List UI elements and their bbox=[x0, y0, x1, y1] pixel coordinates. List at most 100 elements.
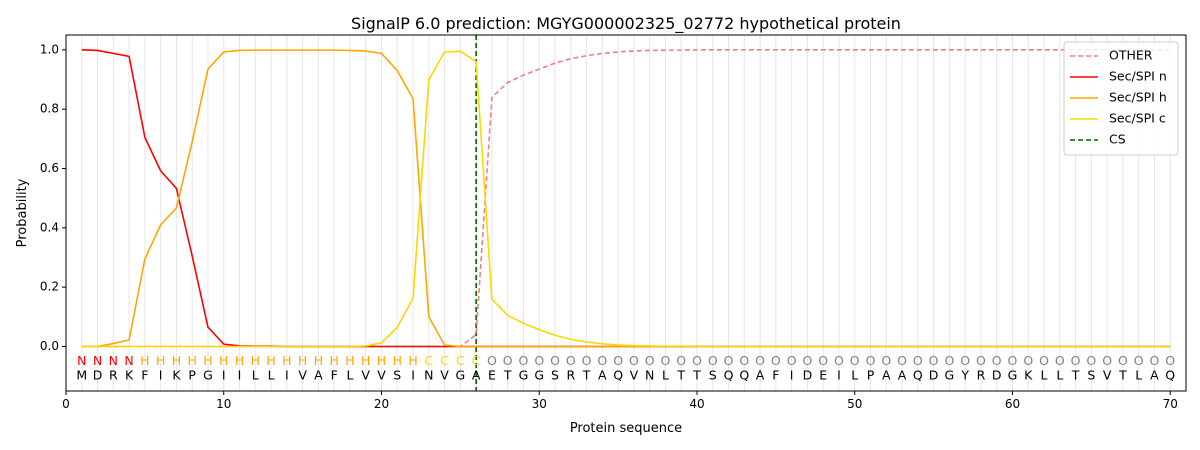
residue-label: Q bbox=[613, 368, 623, 383]
region-label: H bbox=[298, 353, 307, 368]
legend-label: OTHER bbox=[1109, 48, 1153, 63]
residue-label: G bbox=[534, 368, 544, 383]
region-label: O bbox=[897, 353, 907, 368]
residue-label: L bbox=[1056, 368, 1063, 383]
y-tick-label: 0.2 bbox=[40, 280, 59, 294]
region-label: O bbox=[1023, 353, 1033, 368]
region-label: O bbox=[550, 353, 560, 368]
region-label: O bbox=[834, 353, 844, 368]
region-label: O bbox=[487, 353, 497, 368]
region-label: O bbox=[913, 353, 923, 368]
residue-label: T bbox=[676, 368, 685, 383]
region-label: O bbox=[771, 353, 781, 368]
region-label: O bbox=[1102, 353, 1112, 368]
residue-label: F bbox=[331, 368, 338, 383]
residue-label: P bbox=[867, 368, 875, 383]
residue-label: R bbox=[977, 368, 986, 383]
residue-label: I bbox=[790, 368, 794, 383]
region-label: O bbox=[519, 353, 529, 368]
region-label: H bbox=[203, 353, 212, 368]
region-label: H bbox=[408, 353, 417, 368]
x-tick-label: 50 bbox=[847, 397, 862, 411]
residue-label: I bbox=[222, 368, 226, 383]
region-label: H bbox=[219, 353, 228, 368]
y-tick-label: 0.6 bbox=[40, 161, 59, 175]
region-label: H bbox=[393, 353, 402, 368]
residue-label: I bbox=[238, 368, 242, 383]
residue-label: V bbox=[1103, 368, 1112, 383]
residue-label: Q bbox=[724, 368, 734, 383]
x-tick-label: 70 bbox=[1163, 397, 1178, 411]
region-label: O bbox=[818, 353, 828, 368]
y-tick-label: 0.4 bbox=[40, 220, 59, 234]
residue-label: A bbox=[472, 368, 481, 383]
y-tick-label: 0.8 bbox=[40, 102, 59, 116]
residue-label: G bbox=[456, 368, 466, 383]
residue-label: Q bbox=[739, 368, 749, 383]
residue-label: V bbox=[361, 368, 370, 383]
residue-label: V bbox=[440, 368, 449, 383]
residue-label: A bbox=[882, 368, 891, 383]
residue-label: P bbox=[188, 368, 196, 383]
residue-label: F bbox=[141, 368, 148, 383]
region-label: O bbox=[534, 353, 544, 368]
residue-label: N bbox=[424, 368, 433, 383]
region-label: O bbox=[1118, 353, 1128, 368]
region-label: O bbox=[1008, 353, 1018, 368]
series-line bbox=[81, 49, 1171, 348]
series-line bbox=[81, 49, 1171, 348]
residue-label: V bbox=[630, 368, 639, 383]
residue-label: Q bbox=[1165, 368, 1175, 383]
region-label: H bbox=[235, 353, 244, 368]
y-tick-label: 0.0 bbox=[40, 339, 59, 353]
residue-label: I bbox=[285, 368, 289, 383]
y-axis: 0.0 0.2 0.4 0.6 0.8 1.0 bbox=[40, 42, 66, 353]
residue-label: I bbox=[411, 368, 415, 383]
region-label: H bbox=[377, 353, 386, 368]
region-label: N bbox=[109, 353, 118, 368]
region-label: O bbox=[503, 353, 513, 368]
region-label: C bbox=[424, 353, 433, 368]
region-label: H bbox=[361, 353, 370, 368]
region-label: C bbox=[456, 353, 465, 368]
residue-label: Q bbox=[913, 368, 923, 383]
grid-lines bbox=[81, 35, 1171, 391]
region-label: O bbox=[929, 353, 939, 368]
residue-label: T bbox=[692, 368, 701, 383]
residue-label: S bbox=[393, 368, 401, 383]
residue-label: G bbox=[519, 368, 529, 383]
residue-label: R bbox=[109, 368, 118, 383]
series-line bbox=[81, 49, 1171, 348]
region-label: O bbox=[960, 353, 970, 368]
region-label: O bbox=[1055, 353, 1065, 368]
series-line bbox=[81, 50, 1171, 348]
y-tick-label: 1.0 bbox=[40, 42, 59, 56]
series-lines bbox=[81, 49, 1171, 348]
residue-label: N bbox=[645, 368, 654, 383]
region-label: O bbox=[645, 353, 655, 368]
region-label: H bbox=[266, 353, 275, 368]
region-label: O bbox=[1071, 353, 1081, 368]
region-label: O bbox=[661, 353, 671, 368]
region-label: C bbox=[472, 353, 481, 368]
region-label: O bbox=[566, 353, 576, 368]
residue-label: A bbox=[598, 368, 607, 383]
residue-label: L bbox=[851, 368, 858, 383]
y-axis-label: Probability bbox=[15, 178, 30, 247]
region-label: O bbox=[1134, 353, 1144, 368]
residue-label: D bbox=[93, 368, 103, 383]
legend-label: Sec/SPI c bbox=[1109, 111, 1166, 126]
residue-label: T bbox=[1118, 368, 1127, 383]
region-label: H bbox=[314, 353, 323, 368]
residue-label: F bbox=[772, 368, 779, 383]
region-label: H bbox=[282, 353, 291, 368]
region-label: O bbox=[1086, 353, 1096, 368]
x-tick-label: 40 bbox=[689, 397, 704, 411]
region-label: O bbox=[692, 353, 702, 368]
region-label: N bbox=[93, 353, 102, 368]
region-label: O bbox=[708, 353, 718, 368]
legend-label: Sec/SPI h bbox=[1109, 90, 1167, 105]
legend: OTHER Sec/SPI n Sec/SPI h Sec/SPI c CS bbox=[1063, 41, 1179, 156]
residue-label: G bbox=[1008, 368, 1018, 383]
residue-label: S bbox=[709, 368, 717, 383]
